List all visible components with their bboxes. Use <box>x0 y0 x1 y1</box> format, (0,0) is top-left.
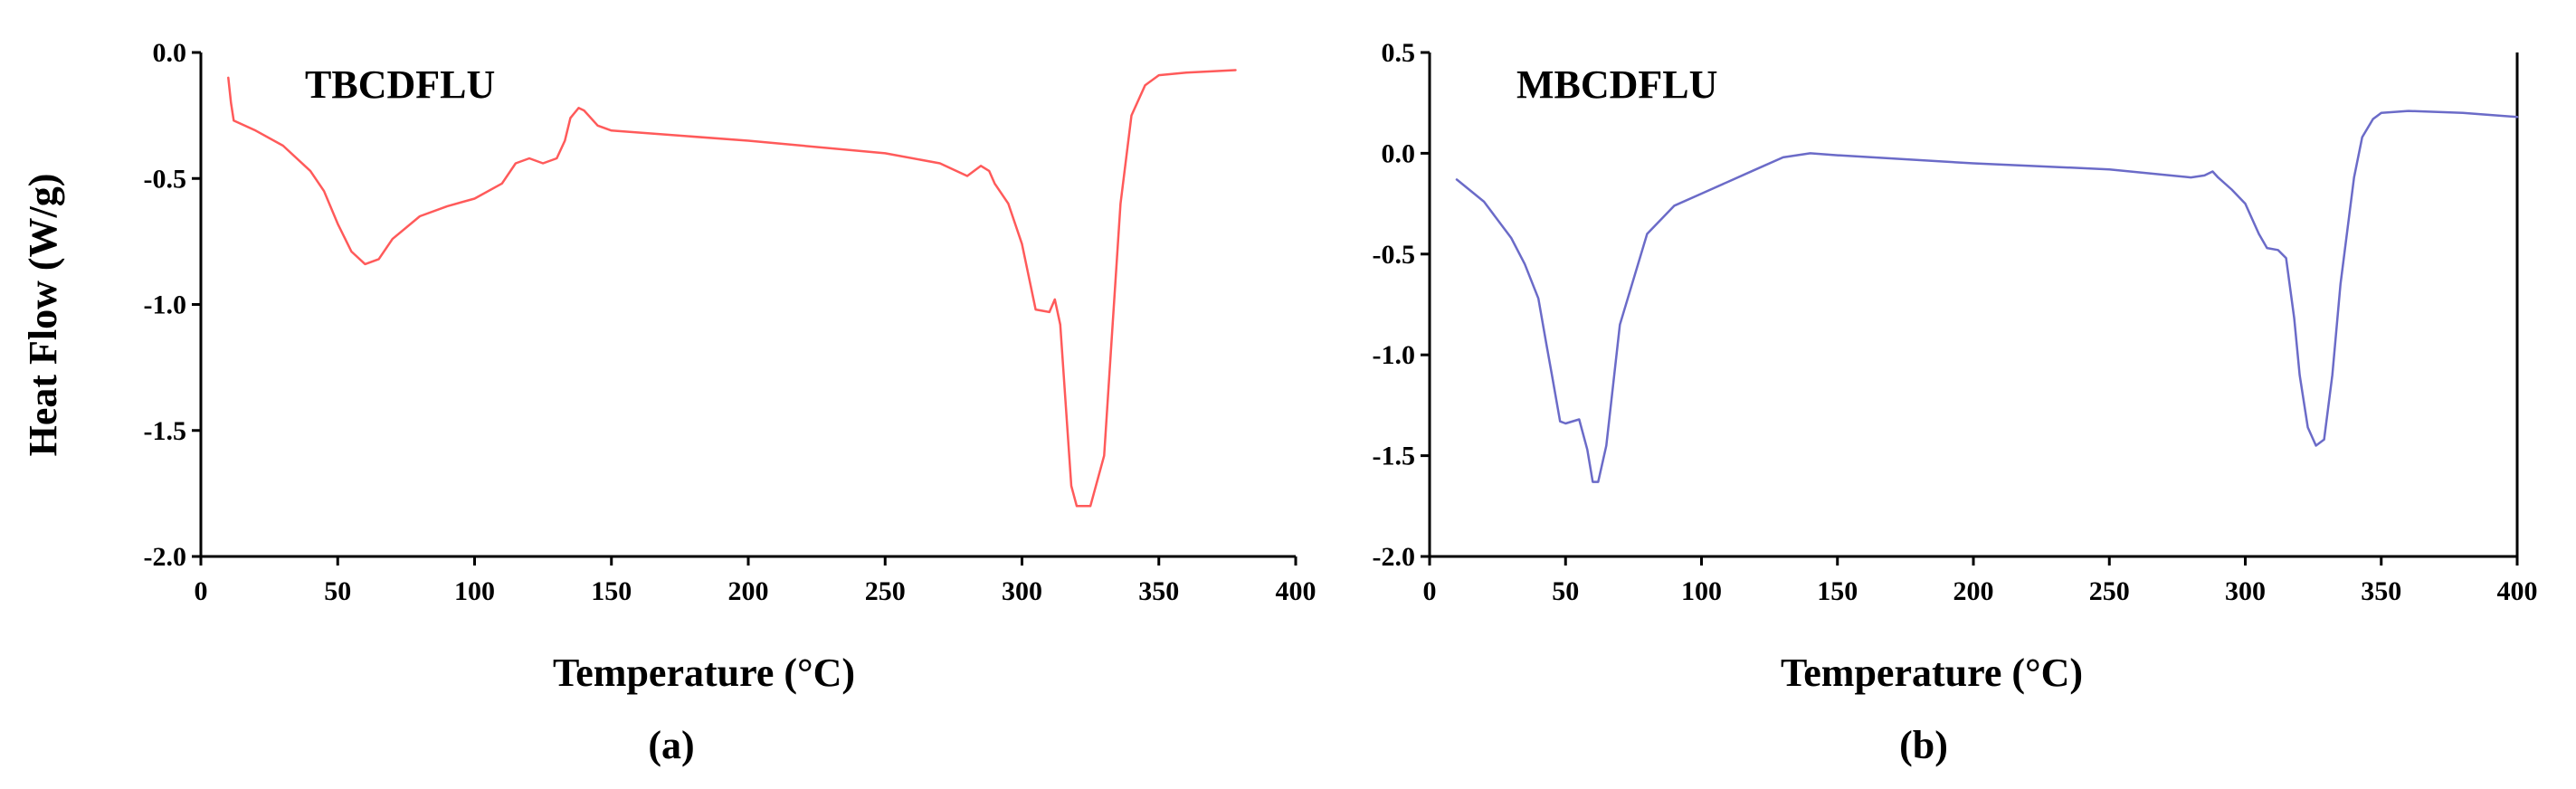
panel-b-y-tick-label: -1.5 <box>1373 442 1416 471</box>
panel-b-y-tick-label: -2.0 <box>1373 542 1416 572</box>
panel-b-x-tick-label: 100 <box>1681 576 1722 606</box>
panel-b-y-tick-label: -0.5 <box>1373 240 1416 270</box>
panel-b-x-tick-label: 400 <box>2497 576 2538 606</box>
panel-a-x-tick-label: 350 <box>1138 576 1179 606</box>
panel-a-y-tick-label: 0.0 <box>153 38 187 68</box>
panel-a-x-axis-title: Temperature (°C) <box>553 651 855 695</box>
panel-b-x-tick-label: 300 <box>2225 576 2266 606</box>
panel-b-x-axis-title: Temperature (°C) <box>1781 651 2083 695</box>
panel-a-x-tick-label: 250 <box>865 576 906 606</box>
panel-b-label: (b) <box>1899 723 1948 767</box>
panel-a-x-tick-label: 100 <box>454 576 495 606</box>
panel-a-y-tick-label: -1.0 <box>144 290 187 320</box>
panel-b-x-tick-label: 0 <box>1423 576 1437 606</box>
panel-a-x-tick-label: 200 <box>728 576 769 606</box>
panel-b-x-tick-label: 250 <box>2089 576 2130 606</box>
panel-a-x-tick-label: 400 <box>1276 576 1317 606</box>
panel-a-x-tick-label: 150 <box>591 576 632 606</box>
panel-b-series-title: MBCDFLU <box>1516 62 1717 107</box>
panel-b-y-tick-label: -1.0 <box>1373 340 1416 370</box>
panel-a-series-line <box>227 69 1237 508</box>
panel-a-y-tick-label: -2.0 <box>144 542 187 572</box>
panel-b-chart: MBCDFLU Temperature (°C) (b) 0 50 100 150 20… <box>1373 38 2538 767</box>
panel-b-x-tick-label: 350 <box>2361 576 2401 606</box>
panel-a-chart: Heat Flow (W/g) TBCDFLU Temperature (°C)… <box>21 38 1317 767</box>
panel-a-x-tick-label: 0 <box>195 576 208 606</box>
panel-a-series-title: TBCDFLU <box>305 62 495 107</box>
panel-b-x-tick-label: 50 <box>1552 576 1579 606</box>
panel-a-x-tick-label: 50 <box>324 576 351 606</box>
panel-b-y-tick-label: 0.5 <box>1382 38 1416 68</box>
panel-b-x-tick-label: 200 <box>1953 576 1994 606</box>
panel-a-y-tick-label: -0.5 <box>144 164 187 194</box>
panel-a-y-axis-title: Heat Flow (W/g) <box>21 174 65 457</box>
panel-b-y-tick-label: 0.0 <box>1382 138 1416 168</box>
panel-b-x-tick-label: 150 <box>1817 576 1858 606</box>
panel-b-series-line <box>1455 109 2519 483</box>
panel-a-x-tick-label: 300 <box>1002 576 1042 606</box>
panel-a-label: (a) <box>648 723 694 767</box>
panel-a-y-tick-label: -1.5 <box>144 416 187 446</box>
